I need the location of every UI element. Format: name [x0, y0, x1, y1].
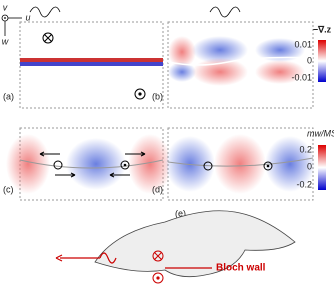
- panel-label: (e): [175, 208, 186, 218]
- colorbar-tick: 0.01: [294, 39, 312, 49]
- colorbar-tick: -0.01: [291, 72, 312, 82]
- panel-d: [165, 127, 315, 201]
- colorbar-tick: 0: [307, 55, 312, 65]
- panel-label: (a): [3, 91, 14, 101]
- panel-label: (b): [152, 91, 163, 101]
- colorbar-tick: 0.2: [299, 144, 312, 154]
- colorbar-title: −∇.z: [313, 24, 332, 34]
- annotation: Bloch wall: [216, 263, 266, 274]
- axis-label: w: [2, 36, 9, 46]
- colorbar: [318, 40, 326, 82]
- colorbar: [318, 145, 326, 190]
- hand-illustration: [55, 210, 296, 284]
- axis-label: v: [3, 2, 8, 12]
- panel-b: [167, 21, 314, 109]
- panel-a: [19, 21, 164, 109]
- colorbar-title: mw/MS: [307, 128, 334, 138]
- colorbar-tick: -0.2: [296, 179, 312, 189]
- panel-c: [6, 127, 172, 201]
- axis-label: u: [25, 12, 30, 22]
- colorbar-tick: 0: [307, 161, 312, 171]
- panel-label: (d): [152, 184, 163, 194]
- panel-label: (c): [3, 184, 14, 194]
- axis-glyph: [1, 6, 241, 36]
